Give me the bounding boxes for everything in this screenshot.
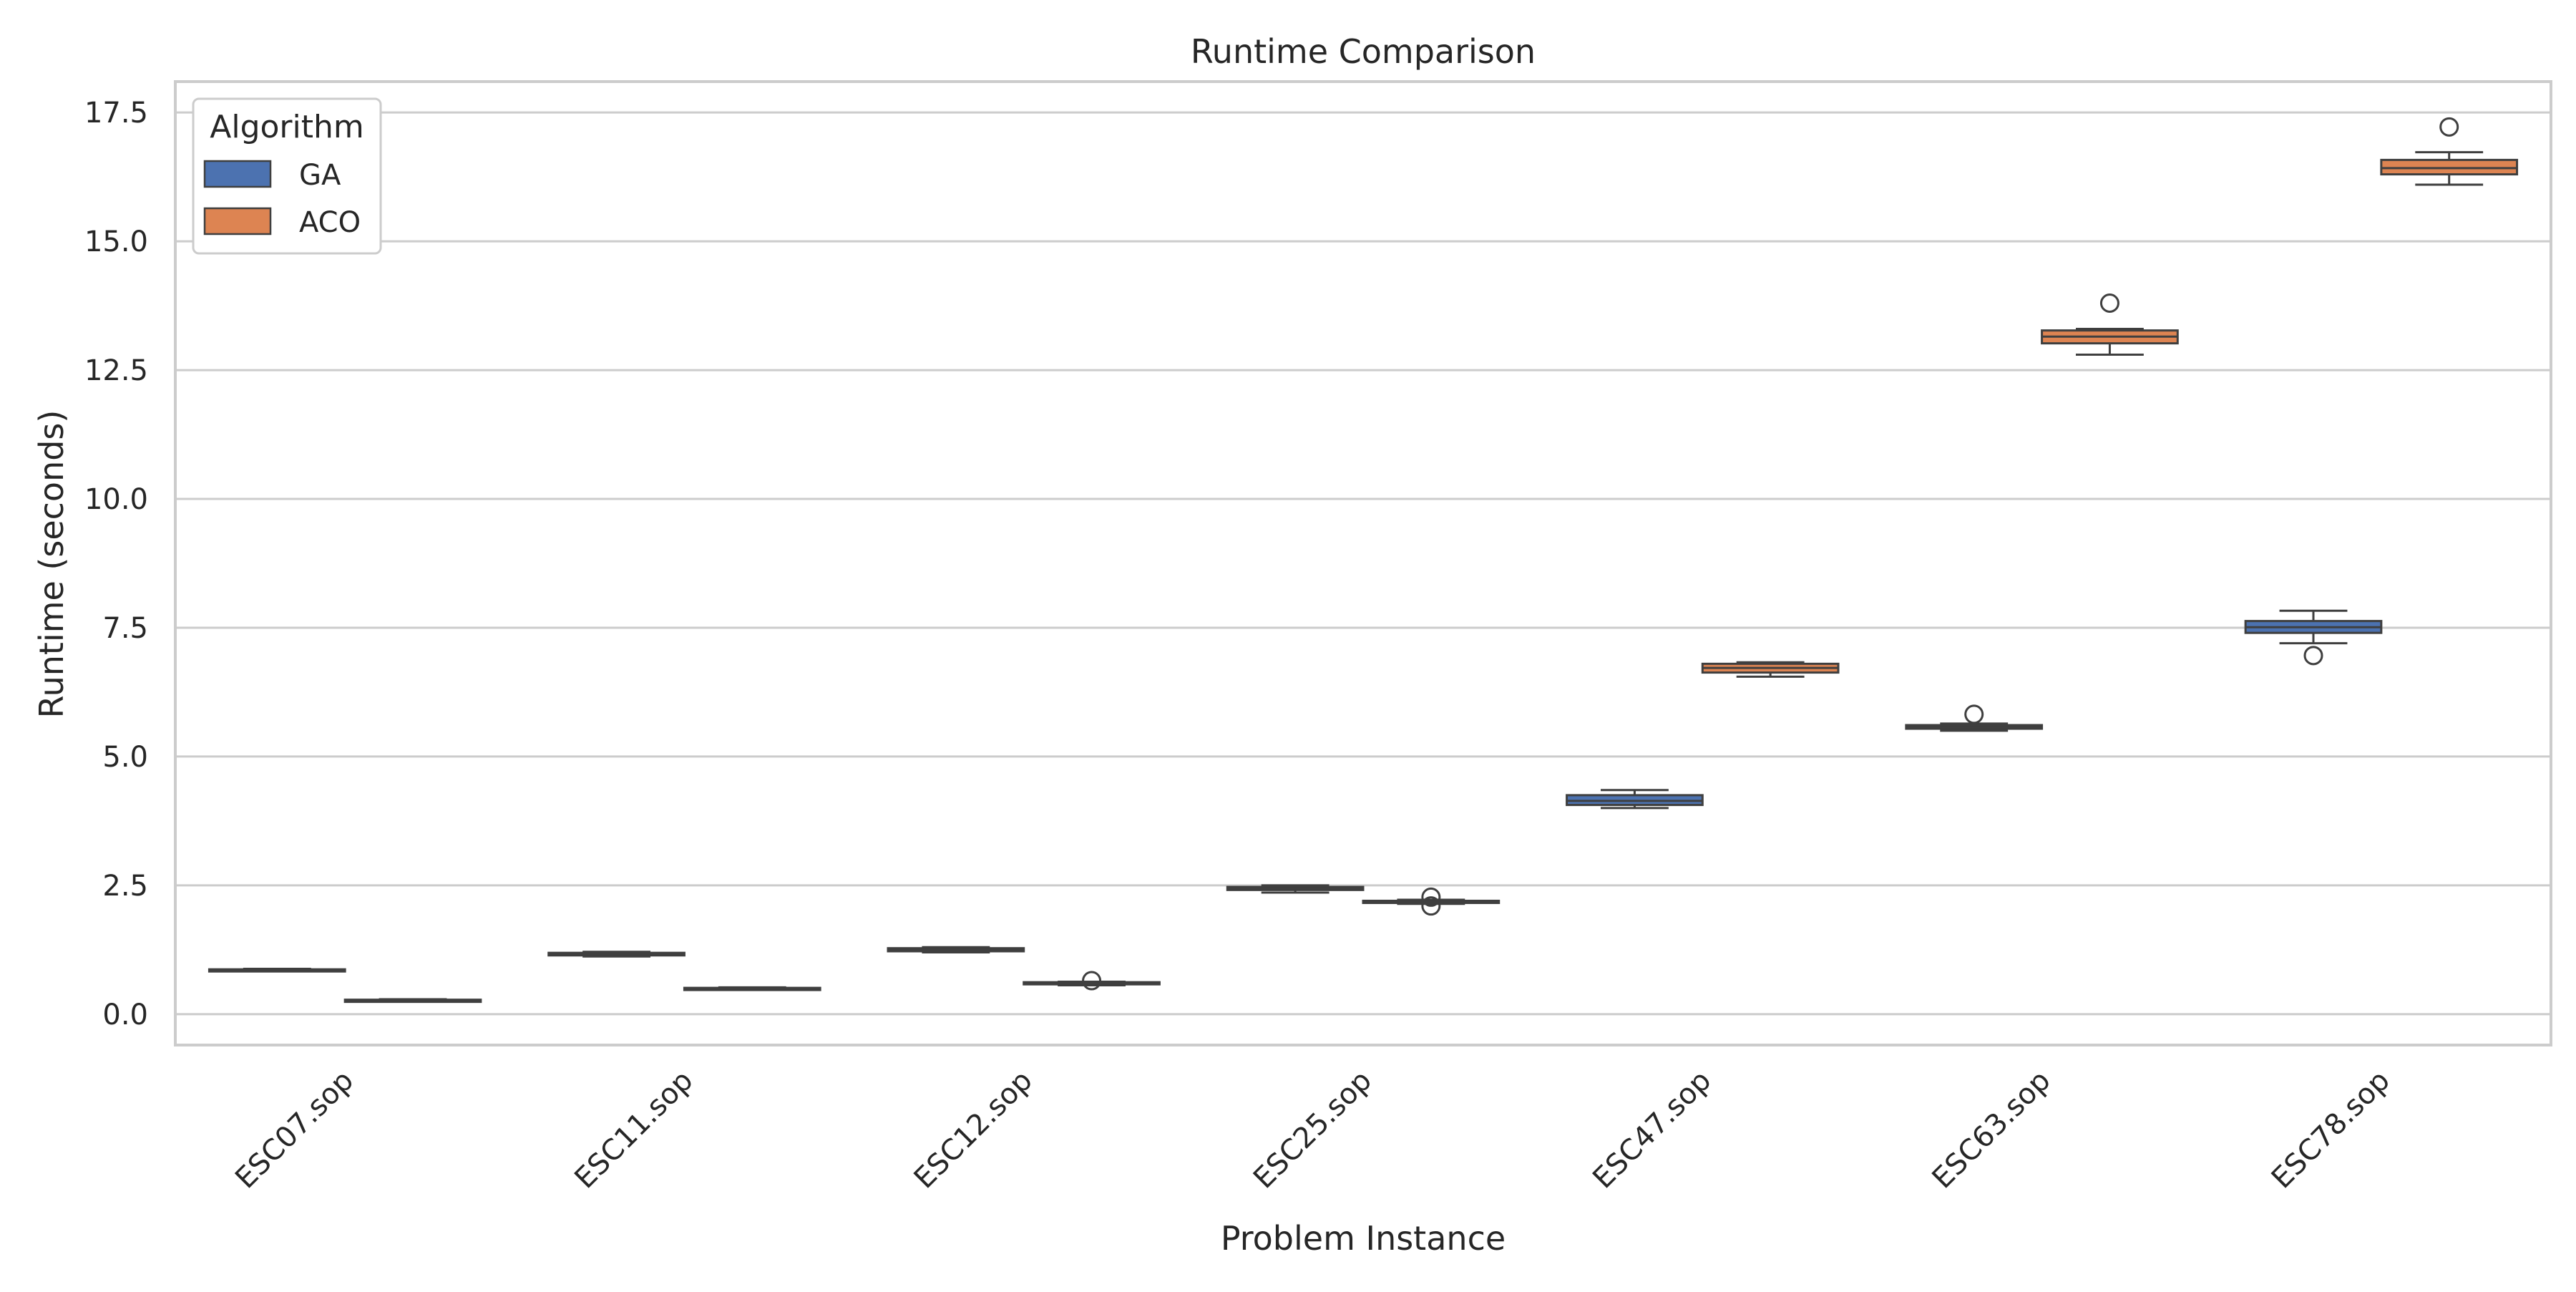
y-tick-label: 2.5 — [102, 870, 148, 903]
box-ga-1 — [547, 951, 686, 958]
legend: Algorithm GA ACO — [192, 97, 382, 255]
box-aco-1 — [683, 986, 821, 991]
y-tick-label: 0.0 — [102, 999, 148, 1031]
outlier-point — [1964, 704, 1984, 724]
legend-title: Algorithm — [210, 109, 364, 145]
box-aco-2 — [1023, 971, 1161, 991]
y-tick-label: 12.5 — [84, 354, 148, 387]
outlier-point — [2439, 117, 2459, 137]
box-aco-5 — [2041, 293, 2179, 356]
box-ga-3 — [1226, 884, 1365, 894]
y-tick-label: 17.5 — [84, 97, 148, 130]
plot-frame — [174, 80, 2552, 1046]
box-aco-0 — [343, 998, 482, 1004]
outlier-point — [1421, 896, 1441, 916]
legend-swatch-ga — [203, 160, 272, 188]
y-axis-label: Runtime (seconds) — [32, 410, 71, 719]
series-aco — [343, 117, 2519, 1004]
y-tick-label: 15.0 — [84, 225, 148, 258]
box-ga-2 — [887, 946, 1025, 953]
box-aco-4 — [1701, 661, 1840, 678]
outlier-point — [2303, 646, 2323, 666]
box-ga-5 — [1905, 704, 2044, 732]
box-aco-3 — [1362, 887, 1501, 916]
grid-layer — [175, 111, 2551, 1016]
box-layer — [208, 117, 2519, 1004]
box-aco-6 — [2380, 117, 2519, 186]
y-tick-label: 10.0 — [84, 483, 148, 516]
x-axis-label: Problem Instance — [1221, 1219, 1506, 1258]
chart-title: Runtime Comparison — [1191, 32, 1536, 71]
outlier-point — [1082, 971, 1102, 991]
legend-label-aco: ACO — [299, 206, 361, 239]
outlier-point — [2099, 293, 2119, 314]
box-ga-6 — [2244, 609, 2383, 666]
y-tick-label: 7.5 — [102, 612, 148, 645]
outlier-point — [1421, 887, 1441, 907]
series-ga — [208, 609, 2383, 973]
box-ga-4 — [1566, 789, 1704, 810]
y-tick-labels: 0.0 2.5 5.0 7.5 10.0 12.5 15.0 17.5 — [84, 97, 148, 1031]
box-ga-0 — [208, 967, 346, 973]
legend-label-ga: GA — [299, 159, 341, 192]
legend-swatch-aco — [203, 207, 272, 235]
y-tick-label: 5.0 — [102, 741, 148, 774]
